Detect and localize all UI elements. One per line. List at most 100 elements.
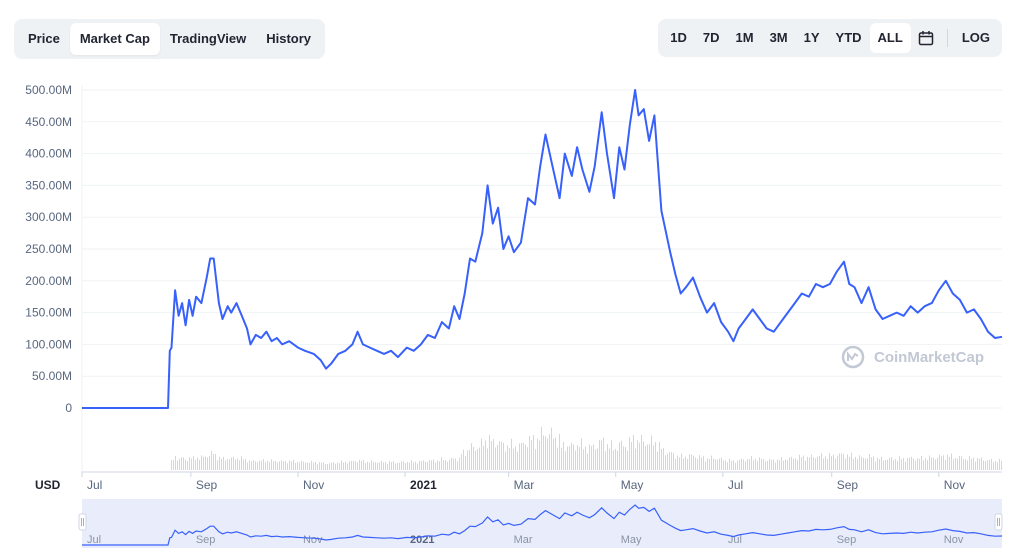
volume-bar	[285, 461, 286, 470]
range-3m[interactable]: 3M	[769, 30, 788, 45]
volume-bar	[945, 459, 946, 470]
volume-bar	[563, 441, 564, 470]
volume-bar	[485, 440, 486, 470]
volume-bar	[985, 461, 986, 470]
volume-bar	[795, 458, 796, 470]
y-tick-label: 50.00M	[32, 369, 72, 383]
volume-bar	[481, 438, 482, 470]
volume-bar	[963, 459, 964, 470]
volume-bar	[695, 457, 696, 470]
tab-market-cap[interactable]: Market Cap	[69, 23, 160, 55]
navigator-right-handle[interactable]	[994, 513, 1003, 531]
volume-bar	[993, 462, 994, 470]
volume-bar	[491, 441, 492, 470]
volume-bar	[829, 453, 830, 470]
volume-bar	[647, 444, 648, 470]
tab-tradingview[interactable]: TradingView	[169, 31, 247, 46]
volume-bar	[739, 459, 740, 470]
volume-bar	[247, 462, 248, 470]
range-7d[interactable]: 7D	[702, 30, 720, 45]
volume-bar	[655, 442, 656, 470]
volume-bar	[707, 458, 708, 470]
volume-bar	[219, 456, 220, 470]
range-ytd[interactable]: YTD	[835, 30, 862, 45]
volume-bar	[361, 461, 362, 470]
volume-bar	[575, 450, 576, 470]
range-all[interactable]: ALL	[869, 23, 911, 53]
volume-bar	[397, 462, 398, 470]
volume-bar	[861, 456, 862, 470]
tab-price[interactable]: Price	[28, 31, 60, 46]
volume-bar	[711, 455, 712, 470]
volume-bar	[665, 455, 666, 470]
volume-bar	[419, 460, 420, 470]
volume-bar	[191, 458, 192, 470]
volume-bar	[833, 454, 834, 470]
navigator-tick-label: Mar	[514, 534, 533, 546]
volume-bar	[863, 457, 864, 470]
volume-bar	[337, 462, 338, 470]
volume-bar	[869, 453, 870, 470]
volume-bar	[255, 461, 256, 470]
range-1d[interactable]: 1D	[670, 30, 687, 45]
volume-bar	[773, 459, 774, 470]
volume-bar	[547, 438, 548, 470]
volume-bar	[521, 442, 522, 470]
volume-bar	[497, 444, 498, 470]
navigator-left-handle[interactable]	[78, 513, 87, 531]
volume-bar	[691, 454, 692, 470]
log-scale-toggle[interactable]: LOG	[961, 30, 990, 45]
volume-bar	[663, 448, 664, 470]
navigator-tick-label: Jul	[87, 534, 101, 546]
volume-bar	[573, 444, 574, 470]
volume-bar	[727, 462, 728, 470]
volume-bar	[793, 458, 794, 470]
volume-bar	[359, 459, 360, 470]
volume-bar	[267, 460, 268, 470]
range-1m[interactable]: 1M	[735, 30, 754, 45]
volume-bar	[903, 458, 904, 470]
volume-bar	[537, 438, 538, 470]
volume-bar	[513, 448, 514, 470]
volume-bar	[493, 439, 494, 470]
volume-bar	[225, 460, 226, 470]
calendar-icon[interactable]	[911, 23, 941, 53]
currency-label: USD	[35, 478, 61, 492]
volume-bar	[433, 459, 434, 470]
volume-bar	[901, 459, 902, 470]
volume-bar	[965, 459, 966, 470]
volume-bar	[809, 457, 810, 470]
volume-bar	[289, 460, 290, 470]
volume-bar	[883, 460, 884, 470]
volume-bar	[425, 461, 426, 470]
volume-bar	[977, 457, 978, 470]
range-1y[interactable]: 1Y	[803, 30, 820, 45]
volume-bar	[459, 457, 460, 470]
navigator[interactable]: Jul Sep Nov 2021 Mar May Jul Sep Nov	[78, 499, 1003, 548]
volume-bar	[451, 457, 452, 470]
volume-bar	[723, 460, 724, 470]
volume-bar	[241, 456, 242, 470]
volume-bar	[559, 433, 560, 470]
volume-bar	[583, 449, 584, 470]
volume-bar	[505, 451, 506, 470]
y-tick-label: 100.00M	[25, 337, 72, 351]
volume-bar	[961, 456, 962, 470]
volume-bar	[271, 459, 272, 470]
volume-bar	[771, 459, 772, 470]
volume-bar	[427, 462, 428, 470]
volume-bar	[935, 459, 936, 470]
volume-bar	[927, 460, 928, 470]
volume-bar	[587, 453, 588, 470]
tab-history[interactable]: History	[266, 31, 312, 46]
volume-bar	[975, 461, 976, 470]
volume-bar	[335, 463, 336, 470]
volume-bar	[997, 462, 998, 470]
volume-bar	[533, 434, 534, 470]
volume-bar	[463, 449, 464, 470]
volume-bar	[517, 451, 518, 470]
volume-bar	[403, 461, 404, 470]
volume-bar	[295, 462, 296, 470]
volume-bar	[551, 427, 552, 470]
volume-bar	[653, 445, 654, 470]
